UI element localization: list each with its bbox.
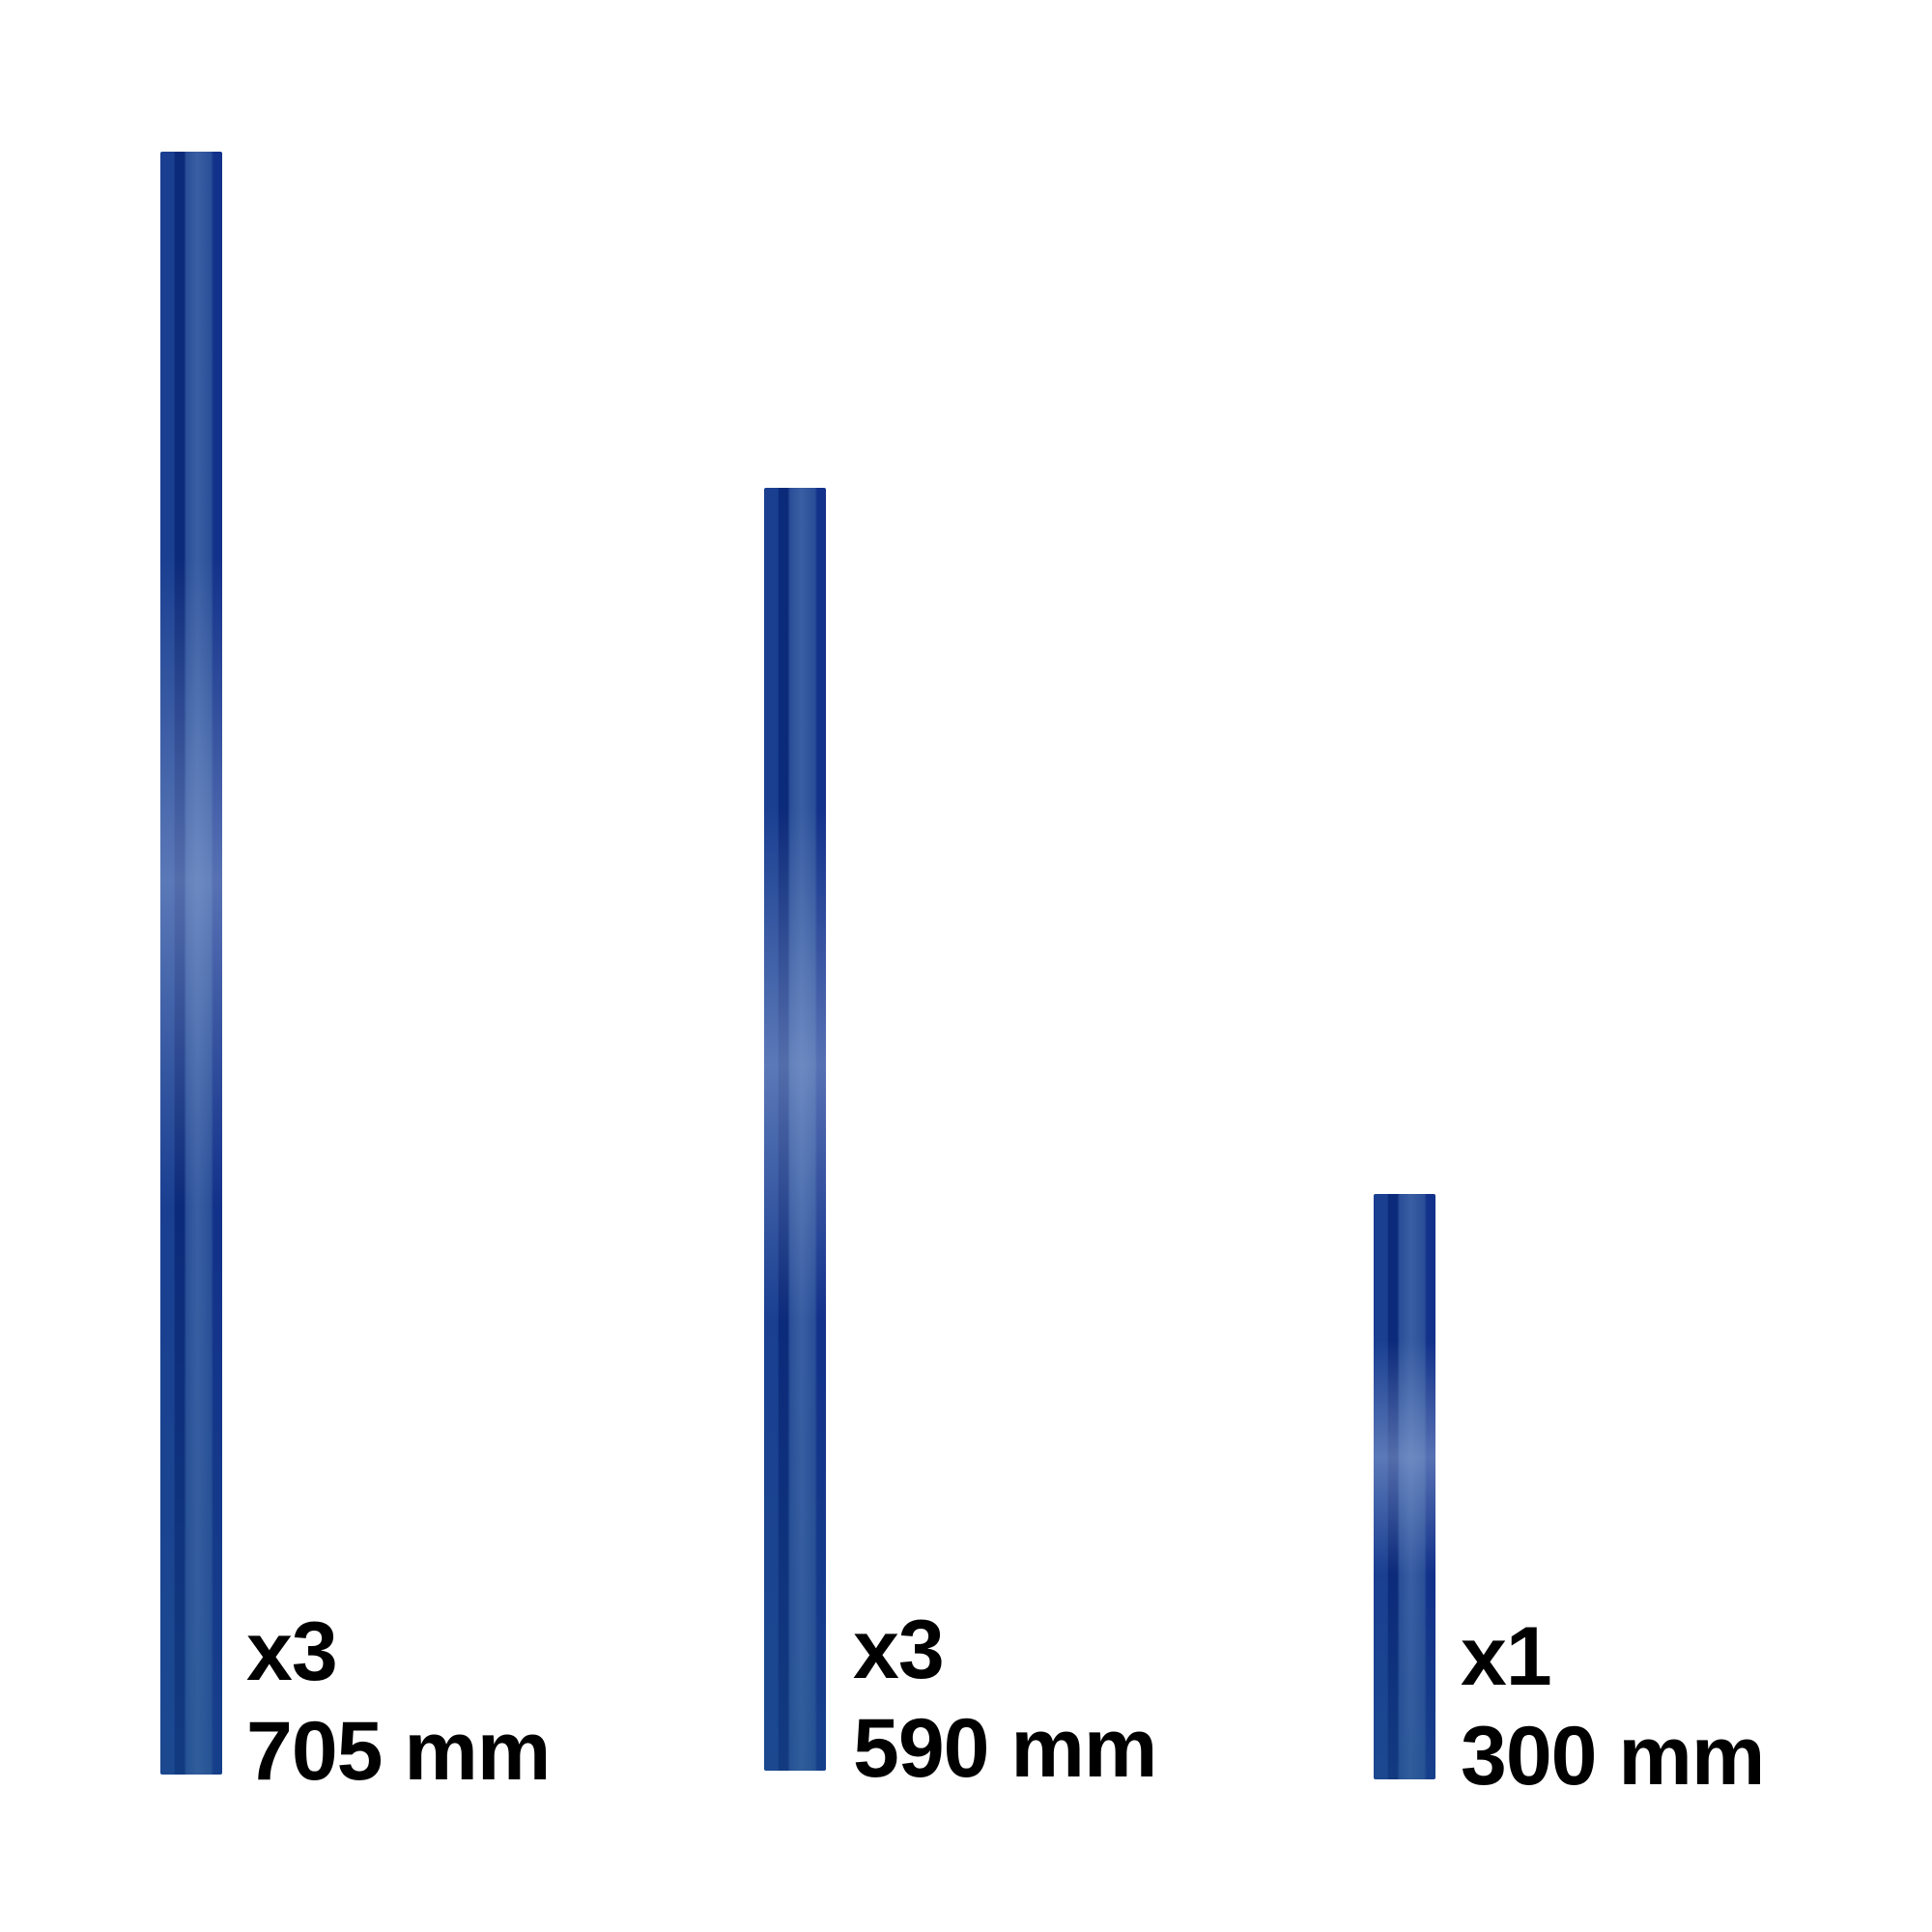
quantity-label-705: x3	[246, 1605, 338, 1698]
length-label-705: 705 mm	[246, 1705, 551, 1798]
length-label-300: 300 mm	[1461, 1710, 1765, 1803]
quantity-label-590: x3	[853, 1604, 945, 1696]
rod-590	[764, 488, 826, 1771]
quantity-label-300: x1	[1461, 1610, 1552, 1703]
rod-705	[160, 152, 222, 1775]
length-label-590: 590 mm	[853, 1702, 1157, 1795]
rod-300	[1374, 1194, 1435, 1779]
